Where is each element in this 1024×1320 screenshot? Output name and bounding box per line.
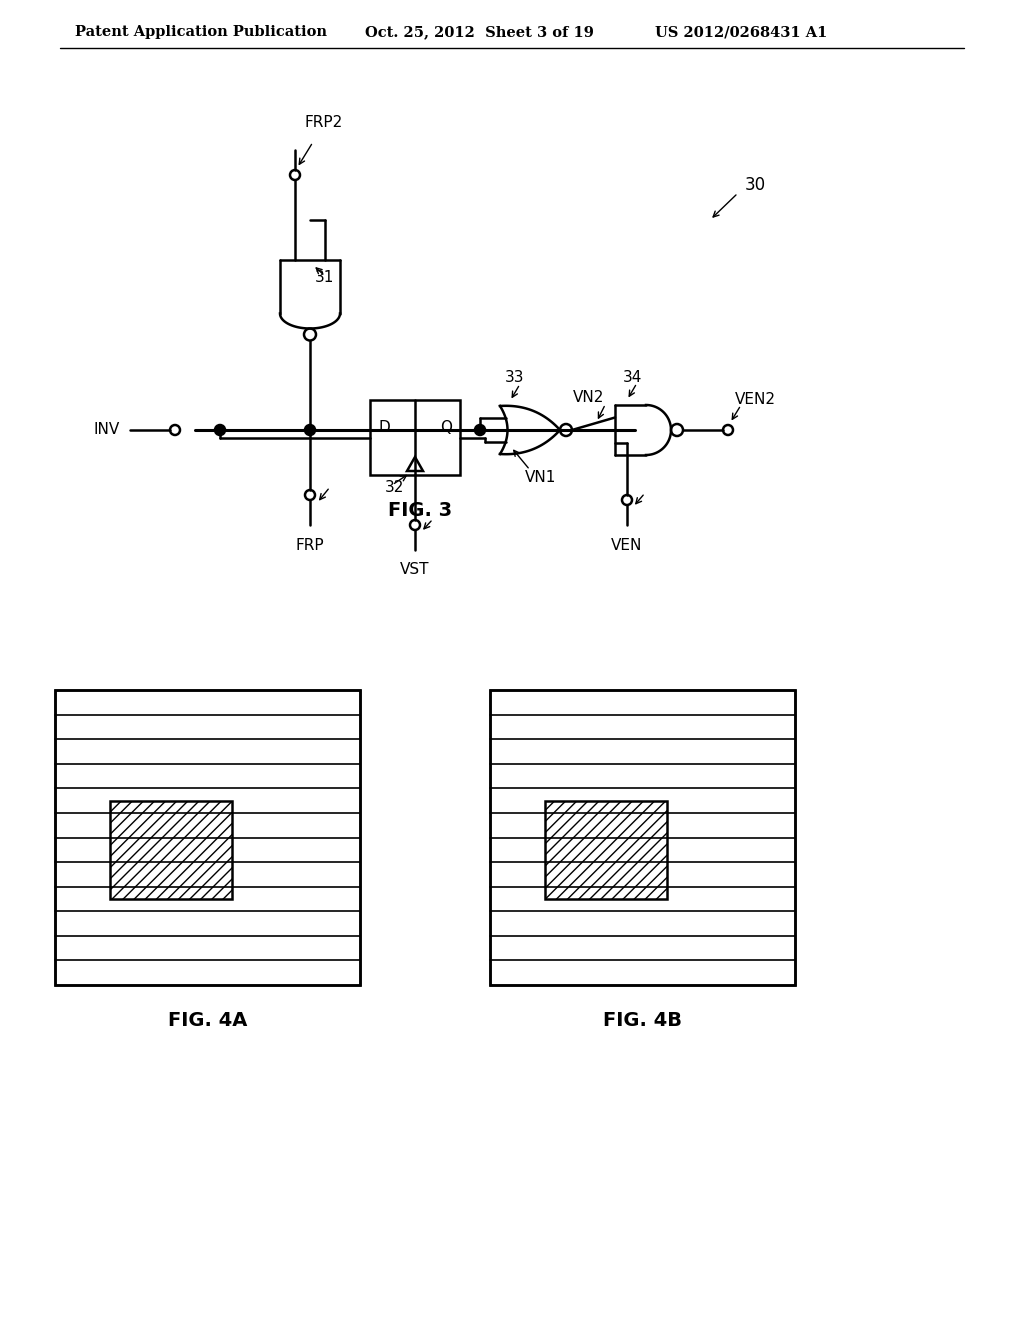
Text: FIG. 4B: FIG. 4B xyxy=(603,1011,682,1030)
Circle shape xyxy=(305,425,315,436)
Text: Q: Q xyxy=(440,420,452,436)
Circle shape xyxy=(290,170,300,180)
Text: FIG. 4A: FIG. 4A xyxy=(168,1011,247,1030)
Text: VEN2: VEN2 xyxy=(735,392,776,408)
Bar xyxy=(370,400,460,475)
Text: VST: VST xyxy=(400,562,430,578)
Circle shape xyxy=(475,425,485,436)
Text: US 2012/0268431 A1: US 2012/0268431 A1 xyxy=(655,25,827,40)
Bar xyxy=(55,690,360,985)
Text: VN2: VN2 xyxy=(572,391,604,405)
Text: FRP2: FRP2 xyxy=(305,115,343,129)
Bar xyxy=(110,801,231,899)
Circle shape xyxy=(622,495,632,506)
Text: 31: 31 xyxy=(315,271,335,285)
Text: 30: 30 xyxy=(745,176,766,194)
Circle shape xyxy=(410,520,420,531)
Circle shape xyxy=(671,424,683,436)
Circle shape xyxy=(723,425,733,436)
Bar xyxy=(545,801,667,899)
Text: D: D xyxy=(378,420,390,436)
Bar xyxy=(55,690,360,985)
Circle shape xyxy=(215,425,225,436)
Text: 32: 32 xyxy=(385,479,404,495)
Circle shape xyxy=(304,329,316,341)
Text: VN1: VN1 xyxy=(525,470,556,484)
Bar xyxy=(490,690,795,985)
Text: Patent Application Publication: Patent Application Publication xyxy=(75,25,327,40)
Text: FIG. 3: FIG. 3 xyxy=(388,500,452,520)
Bar xyxy=(490,690,795,985)
Text: INV: INV xyxy=(94,422,120,437)
Circle shape xyxy=(560,424,572,436)
Text: 33: 33 xyxy=(505,371,524,385)
Text: Oct. 25, 2012  Sheet 3 of 19: Oct. 25, 2012 Sheet 3 of 19 xyxy=(365,25,594,40)
Text: VEN: VEN xyxy=(611,537,643,553)
Text: FRP: FRP xyxy=(296,537,325,553)
Circle shape xyxy=(170,425,180,436)
Text: 34: 34 xyxy=(623,370,642,384)
Circle shape xyxy=(305,490,315,500)
